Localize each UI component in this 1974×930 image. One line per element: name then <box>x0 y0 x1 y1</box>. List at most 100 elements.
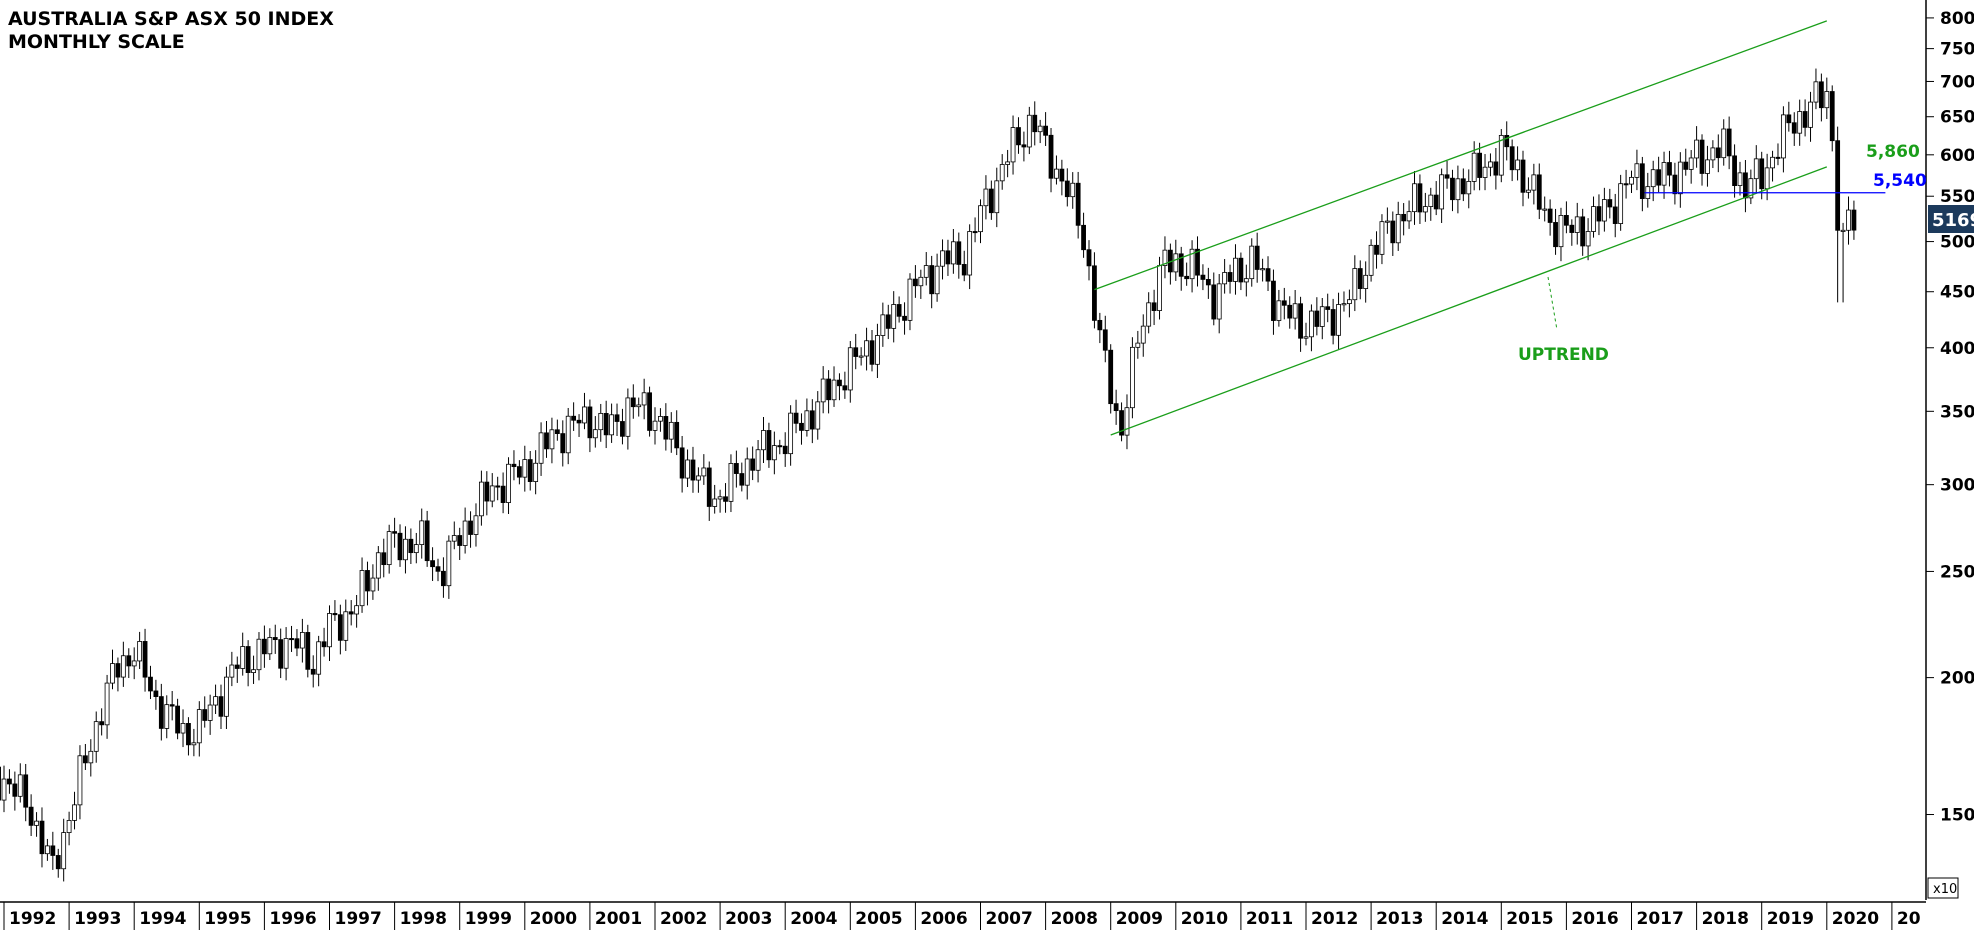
candle-body <box>370 577 376 592</box>
candle-body <box>120 655 126 678</box>
candle-body <box>365 570 370 592</box>
candle-body <box>1743 172 1748 199</box>
candle-body <box>1390 220 1396 244</box>
candle-body <box>1162 249 1168 266</box>
candle-body <box>462 520 468 546</box>
candle-body <box>359 570 365 607</box>
candle-body <box>739 473 745 486</box>
candle-body <box>1054 168 1059 179</box>
candle-body <box>1151 302 1157 311</box>
candle-body <box>50 845 56 856</box>
candle-body <box>1173 253 1179 273</box>
candle-body <box>522 459 528 478</box>
candle-body <box>1119 410 1124 436</box>
candle-body <box>207 704 213 721</box>
candle-body <box>1569 224 1575 233</box>
candle-body <box>484 481 490 502</box>
candle-body <box>1498 134 1504 176</box>
y-tick-label: 150 <box>1940 806 1974 826</box>
candle-body <box>864 340 869 357</box>
candle-body <box>717 496 723 500</box>
candle-body <box>1406 211 1412 222</box>
y-tick-label: 400 <box>1940 339 1974 359</box>
candle-body <box>332 613 338 616</box>
candle-body <box>614 414 620 422</box>
candle-body <box>478 481 484 517</box>
candle-body <box>1271 280 1276 321</box>
candle-body <box>1639 163 1645 199</box>
candle-body <box>538 432 544 464</box>
candle-body <box>1189 248 1195 280</box>
candle-body <box>761 430 766 451</box>
candle-body <box>267 637 273 655</box>
candle-body <box>1542 208 1548 211</box>
candle-body <box>1715 147 1721 159</box>
candle-body <box>1493 161 1499 176</box>
candle-body <box>23 774 29 808</box>
candle-body <box>1580 216 1586 247</box>
candle-body <box>587 406 593 439</box>
candle-body <box>630 397 636 408</box>
candle-body <box>592 429 598 439</box>
candle-body <box>1488 161 1493 168</box>
candle-body <box>1422 206 1428 213</box>
candle-body <box>625 397 631 437</box>
candle-body <box>234 664 240 669</box>
candle-body <box>961 264 967 276</box>
candle-body <box>1824 91 1830 109</box>
candle-body <box>1319 306 1325 327</box>
candle-body <box>1265 268 1271 282</box>
candle-body <box>1412 183 1417 213</box>
candle-body <box>1753 158 1759 180</box>
candle-body <box>1341 303 1347 306</box>
candle-body <box>913 278 918 287</box>
level-5540-label: 5,540 <box>1873 171 1927 191</box>
candle-body <box>1504 134 1510 148</box>
candle-body <box>1607 199 1613 208</box>
candle-body <box>1005 161 1011 165</box>
candle-body <box>777 445 783 448</box>
candle-body <box>1536 174 1542 210</box>
candle-body <box>972 231 978 234</box>
candle-body <box>582 406 587 424</box>
candle-body <box>658 416 663 422</box>
candle-body <box>831 379 837 401</box>
candle-body <box>1623 183 1629 186</box>
candle-body <box>66 820 72 833</box>
candle-body <box>1705 159 1710 174</box>
candle-body <box>1851 209 1857 231</box>
candle-body <box>837 379 842 387</box>
candle-body <box>1656 169 1662 186</box>
candle-body <box>1363 274 1369 289</box>
candle-body <box>1368 244 1374 276</box>
candle-body <box>1683 161 1689 170</box>
candle-body <box>858 355 864 358</box>
candle-body <box>875 335 880 365</box>
candle-body <box>1384 220 1390 223</box>
annotation-labels: 5,860 5,540 UPTREND 5169 x10 <box>1518 142 1974 899</box>
candle-body <box>1553 222 1558 248</box>
channel-lower-line <box>1110 166 1828 436</box>
candle-body <box>685 459 690 479</box>
candle-body <box>1672 174 1678 195</box>
candle-body <box>441 570 446 587</box>
candle-body <box>1314 310 1320 327</box>
candle-body <box>278 639 284 669</box>
candle-body <box>554 429 560 434</box>
candle-body <box>1309 310 1314 338</box>
candle-body <box>1650 169 1656 188</box>
candle-body <box>500 485 506 503</box>
candle-body <box>1591 206 1596 232</box>
candle-body <box>93 721 99 752</box>
candle-body <box>39 820 45 855</box>
candle-body <box>1140 325 1146 344</box>
candle-body <box>251 669 256 673</box>
candle-body <box>1596 206 1602 222</box>
candle-body <box>88 750 94 764</box>
candle-body <box>918 276 924 287</box>
candle-body <box>82 755 88 764</box>
candle-body <box>1113 403 1119 412</box>
candle-body <box>744 458 750 486</box>
candle-body <box>1688 157 1694 170</box>
candle-body <box>153 690 159 697</box>
